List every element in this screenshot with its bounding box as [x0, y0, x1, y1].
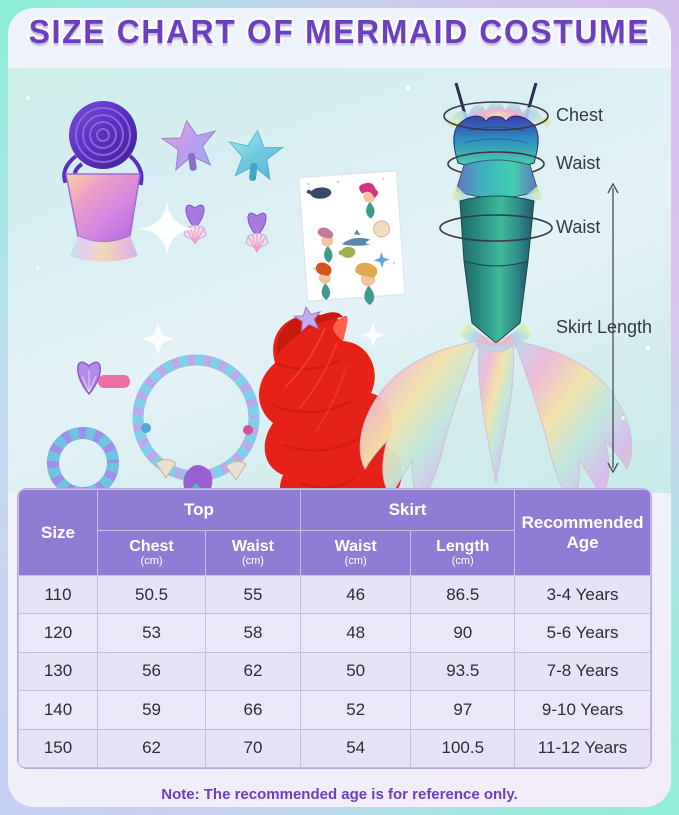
svg-text:Skirt Length: Skirt Length	[556, 317, 652, 337]
svg-text:Waist: Waist	[556, 217, 600, 237]
svg-text:Chest: Chest	[556, 105, 603, 125]
svg-text:Waist: Waist	[556, 153, 600, 173]
